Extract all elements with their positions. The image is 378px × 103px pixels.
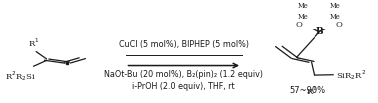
Text: CuCl (5 mol%), BIPHEP (5 mol%): CuCl (5 mol%), BIPHEP (5 mol%) [119, 40, 249, 49]
Text: R$^1$: R$^1$ [306, 85, 317, 97]
Text: O: O [296, 21, 302, 29]
Text: Me: Me [297, 13, 308, 21]
Text: i-PrOH (2.0 equiv), THF, rt: i-PrOH (2.0 equiv), THF, rt [132, 82, 235, 91]
Text: R$^1$: R$^1$ [28, 36, 40, 49]
Text: 57~90%: 57~90% [290, 86, 326, 95]
Text: SiR$_2$R$^2$: SiR$_2$R$^2$ [336, 68, 366, 82]
Text: B: B [315, 27, 323, 36]
Text: Me: Me [297, 2, 308, 10]
Text: NaOt-Bu (20 mol%), B₂(pin)₂ (1.2 equiv): NaOt-Bu (20 mol%), B₂(pin)₂ (1.2 equiv) [104, 70, 263, 79]
Text: O: O [336, 21, 342, 29]
Text: R$^2$R$_2$Si: R$^2$R$_2$Si [5, 69, 36, 83]
Text: Me: Me [330, 13, 341, 21]
Text: Me: Me [330, 2, 341, 10]
